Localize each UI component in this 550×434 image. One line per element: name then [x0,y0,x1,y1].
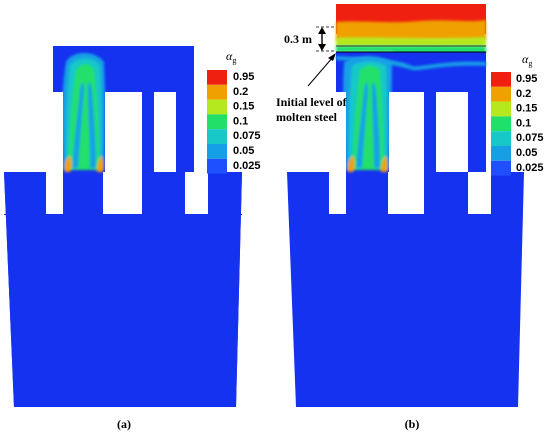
panel-a-legend-swatch [207,84,227,100]
panel-b-annotation-line1: Initial level of [276,95,348,109]
panel-a-plume-bottom-right [97,156,104,172]
panel-b-ladle-body [287,172,524,407]
panel-b: 0.3 m Initial level of molten steel αg 0… [276,4,544,431]
panel-a-legend-swatch [207,158,227,174]
panel-b-caption: (b) [405,417,420,431]
panel-a-legend-symbol: αg [226,49,236,65]
panel-b-plume-bottom-left [347,156,355,172]
panel-a-legend-swatch [207,70,227,85]
panel-b-legend-swatch [491,86,511,102]
panel-a-legend-tick: 0.95 [233,71,254,83]
panel-a-legend: αg 0.95 0.2 0.15 0.1 0.075 0.05 0.025 [207,49,261,174]
panel-a-plume [61,53,106,172]
panel-b-dimension-label: 0.3 m [284,32,312,46]
panel-a-legend-tick: 0.025 [233,160,261,172]
panel-a-legend-tick: 0.05 [233,145,254,157]
panel-a-plume-core-left [72,82,84,168]
panel-b-legend-subscript: g [528,59,532,68]
panel-b-legend: αg 0.95 0.2 0.15 0.1 0.075 0.05 0.025 [491,52,544,176]
panel-b-legend-swatch [491,146,511,161]
panel-b-legend-symbol: αg [522,52,532,68]
panel-b-middle-pillar [424,92,436,172]
panel-a-legend-swatch [207,129,227,144]
panel-a-legend-swatch [207,114,227,130]
panel-b-legend-tick: 0.025 [516,162,544,174]
panel-b-plume [343,56,392,172]
panel-b-dimension: 0.3 m [284,26,336,52]
panel-b-top-layer-orange [336,20,486,40]
panel-b-plume-bottom-right [381,156,388,172]
panel-b-annotation-line2: molten steel [276,110,338,124]
panel-a-legend-swatch [207,144,227,159]
panel-b-legend-tick: 0.1 [516,117,531,129]
panel-a-caption: (a) [117,417,131,431]
panel-a-legend-tick: 0.2 [233,86,248,98]
panel-a-legend-swatch [207,99,227,115]
panel-a-plume-bottom-left [64,156,72,172]
panel-b-legend-tick: 0.15 [516,103,537,115]
panel-a-middle-pillar [142,92,154,172]
panel-a-legend-tick: 0.15 [233,101,254,113]
panel-b-legend-swatch [491,160,511,176]
panel-a-plume-core-right [88,82,96,168]
panel-b-legend-tick: 0.05 [516,147,537,159]
panel-a-ladle-body [4,172,242,407]
panel-b-plume-core-left [356,82,368,168]
panel-b-legend-tick: 0.95 [516,73,537,85]
panel-b-top-layer-yellow [336,37,486,46]
panel-b-right-pillar [468,92,486,172]
panel-a-legend-tick: 0.1 [233,115,248,127]
panel-b-legend-swatch [491,131,511,146]
panel-a-legend-tick: 0.075 [233,130,261,142]
panel-b-plume-core-right [372,82,380,168]
panel-a: αg 0.95 0.2 0.15 0.1 0.075 0.05 0.025 (a) [4,46,261,431]
panel-a-right-pillar [176,92,194,172]
panel-b-legend-swatch [491,72,511,87]
panel-b-legend-swatch [491,101,511,117]
panel-a-ladle-fill [4,214,242,215]
panel-a-legend-subscript: g [232,56,236,65]
panel-b-legend-swatch [491,116,511,132]
panel-b-legend-tick: 0.075 [516,132,544,144]
panel-b-legend-tick: 0.2 [516,88,531,100]
panel-b-annotation: Initial level of molten steel [276,53,348,124]
